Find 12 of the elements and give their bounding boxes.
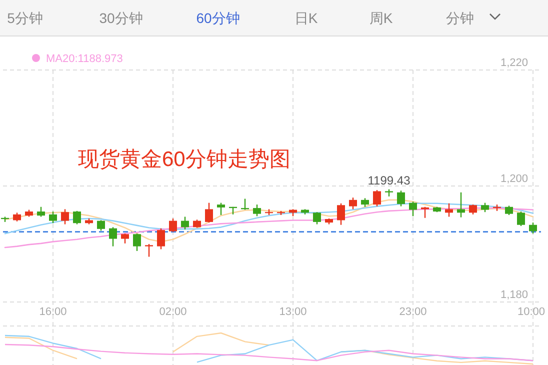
legend-label: MA20:1188.973 [46, 53, 123, 65]
tabs: 5分钟 30分钟 60分钟 日K 周K 分钟 [0, 0, 548, 36]
y-tick-label: 1,200 [500, 173, 528, 185]
x-tick-label: 16:00 [39, 306, 67, 318]
x-tick-label: 02:00 [159, 306, 187, 318]
annotation: 1199.43 [368, 173, 411, 188]
text: 现货黄金60分钟走势图 [78, 148, 290, 171]
y-tick-label: 1,180 [500, 289, 528, 301]
x-tick-label: 13:00 [279, 306, 307, 318]
x-tick-label: 10:00 [517, 306, 545, 318]
y-tick-label: 1,220 [500, 57, 528, 69]
x-tick-label: 23:00 [399, 306, 427, 318]
